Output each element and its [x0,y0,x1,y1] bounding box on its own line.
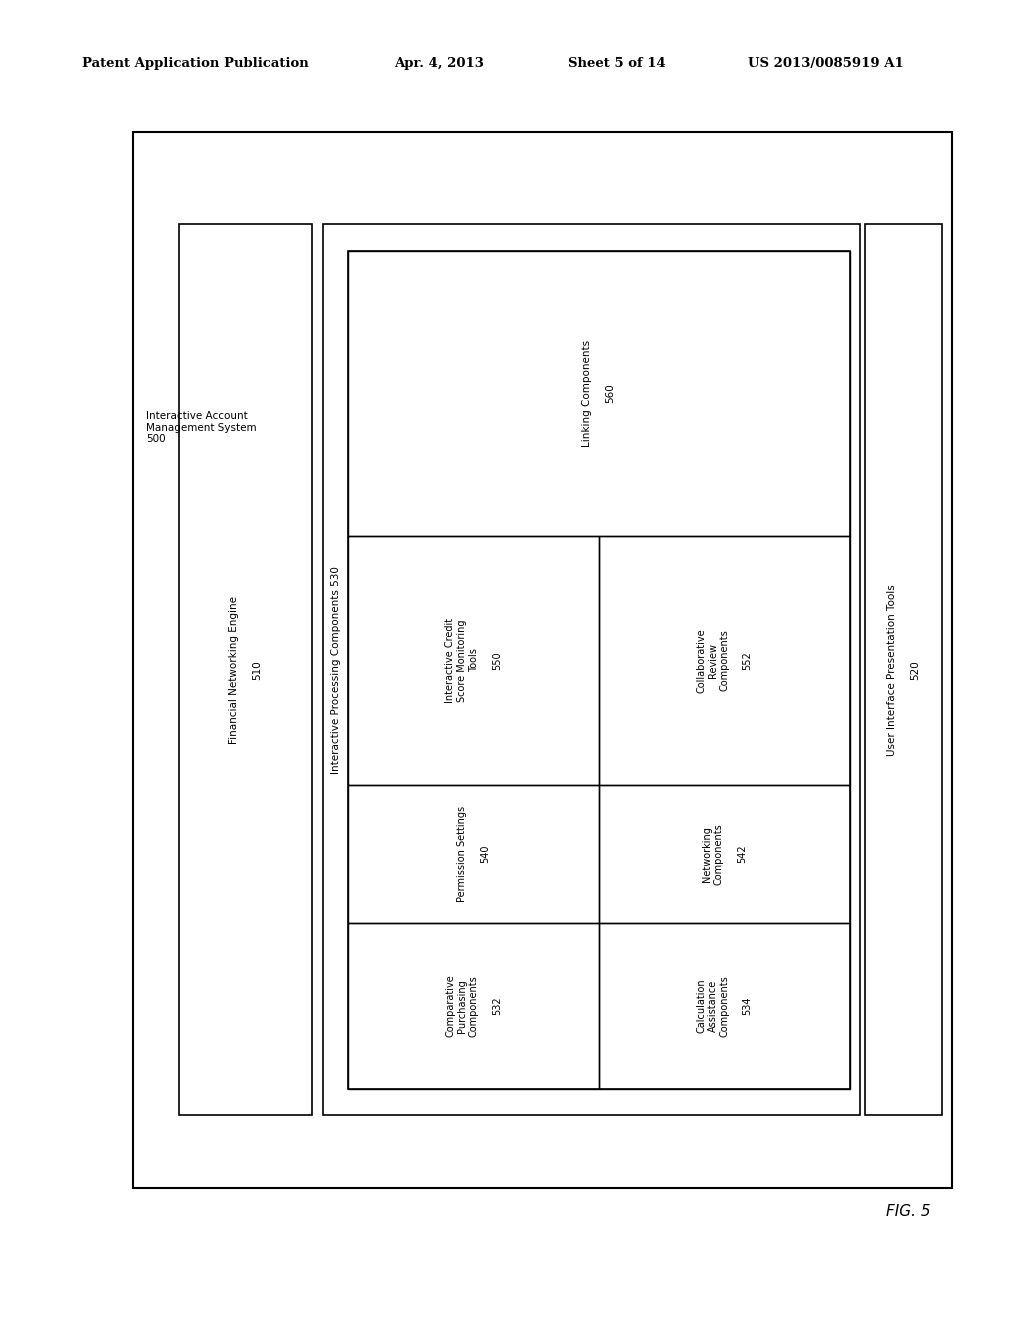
Text: Permission Settings

540: Permission Settings 540 [457,805,490,902]
Text: Financial Networking Engine

510: Financial Networking Engine 510 [229,595,262,744]
Text: Calculation
Assistance
Components

534: Calculation Assistance Components 534 [696,975,753,1038]
Bar [133,132,952,1188]
Text: Linking Components

560: Linking Components 560 [583,339,615,447]
Text: US 2013/0085919 A1: US 2013/0085919 A1 [748,57,903,70]
Bar [865,224,942,1115]
Bar [599,784,850,923]
Bar [599,923,850,1089]
Text: Sheet 5 of 14: Sheet 5 of 14 [568,57,666,70]
Text: Collaborative
Review
Components

552: Collaborative Review Components 552 [696,628,753,693]
Bar [348,923,599,1089]
Text: Networking
Components

542: Networking Components 542 [702,822,746,884]
Text: FIG. 5: FIG. 5 [886,1204,931,1220]
Bar [348,251,850,1089]
Bar [348,536,599,784]
Text: Patent Application Publication: Patent Application Publication [82,57,308,70]
Bar [348,251,850,536]
Text: Interactive Processing Components 530: Interactive Processing Components 530 [331,566,341,774]
Text: Interactive Account
Management System
500: Interactive Account Management System 50… [146,411,257,445]
Text: User Interface Presentation Tools

520: User Interface Presentation Tools 520 [887,583,921,756]
Text: Interactive Credit
Score Monitoring
Tools

550: Interactive Credit Score Monitoring Tool… [445,618,502,702]
Bar [348,784,599,923]
Bar [179,224,312,1115]
Bar [599,536,850,784]
Bar [323,224,860,1115]
Text: Apr. 4, 2013: Apr. 4, 2013 [394,57,484,70]
Text: Comparative
Purchasing
Components

532: Comparative Purchasing Components 532 [445,974,502,1038]
